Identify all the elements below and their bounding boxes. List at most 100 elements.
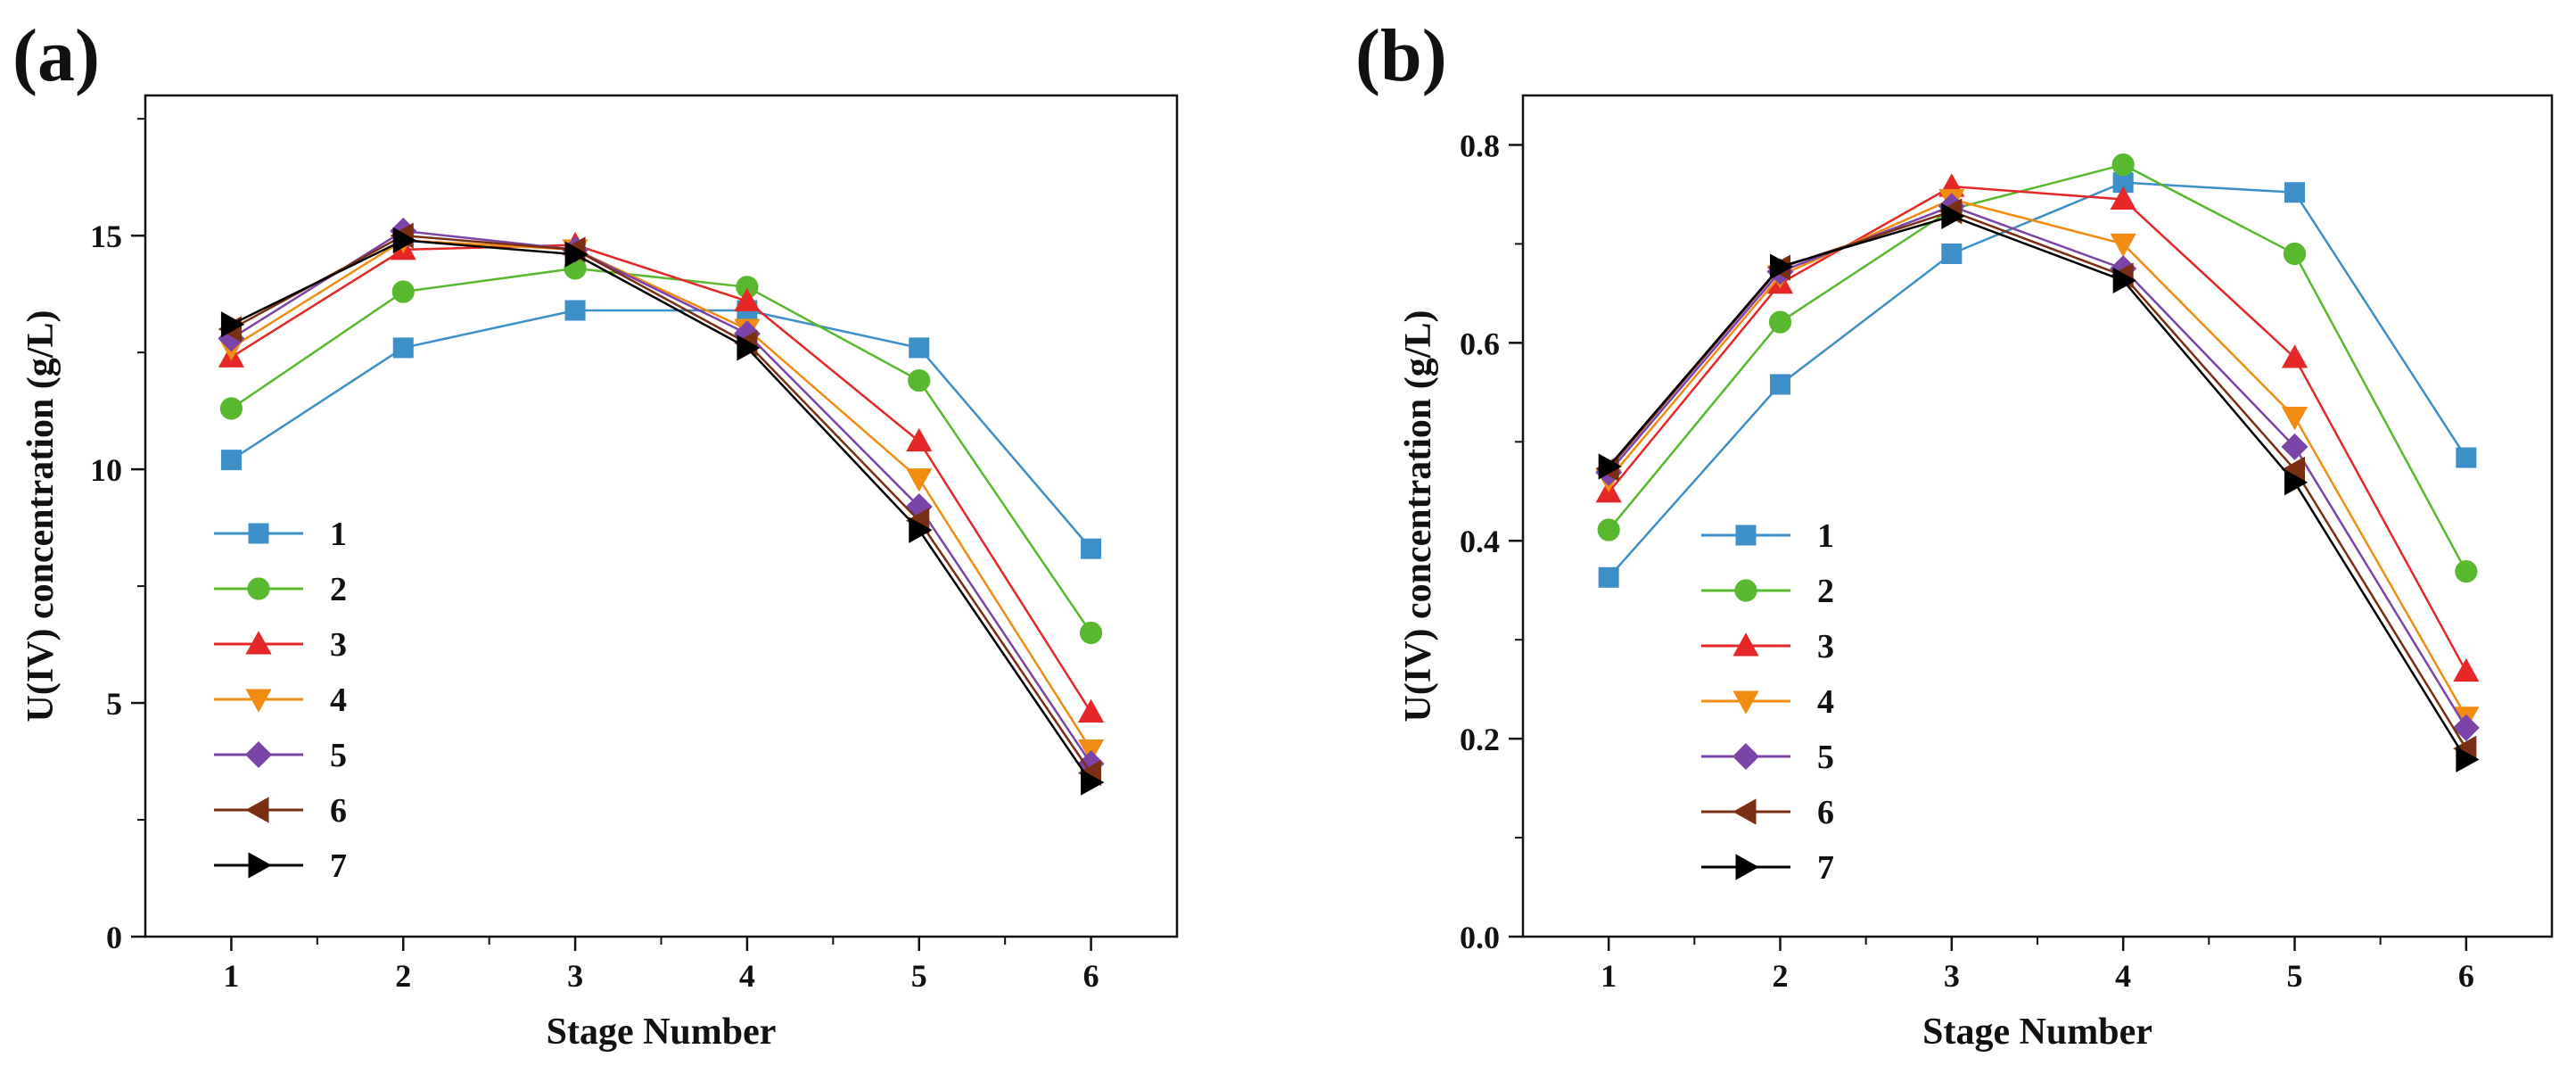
series-line-4 bbox=[230, 239, 1092, 751]
data-point-7 bbox=[220, 311, 245, 338]
series-3 bbox=[1595, 173, 2480, 682]
data-point-1 bbox=[2456, 447, 2477, 468]
data-point-1 bbox=[220, 450, 242, 471]
data-point-3 bbox=[1077, 698, 1105, 723]
legend-label-4: 4 bbox=[1817, 683, 1834, 721]
x-tick-label: 6 bbox=[1083, 958, 1099, 994]
x-axis-title: Stage Number bbox=[1922, 1012, 2152, 1053]
legend-label-5: 5 bbox=[1817, 739, 1834, 776]
legend-label-7: 7 bbox=[1817, 849, 1834, 887]
data-point-2 bbox=[908, 368, 931, 392]
y-tick-label: 0.0 bbox=[1460, 920, 1500, 955]
legend-label-7: 7 bbox=[330, 847, 347, 885]
data-point-1 bbox=[1770, 374, 1790, 395]
series-line-6 bbox=[1608, 210, 2467, 749]
legend-marker-4 bbox=[245, 689, 272, 713]
legend-marker-7 bbox=[1735, 854, 1759, 880]
data-point-5 bbox=[2452, 714, 2480, 741]
y-tick-label: 0 bbox=[106, 920, 122, 955]
series-7 bbox=[1598, 202, 2480, 773]
legend-marker-1 bbox=[1735, 525, 1757, 546]
x-tick-label: 4 bbox=[2115, 958, 2131, 994]
legend-label-3: 3 bbox=[330, 626, 347, 664]
y-axis-title: U(IV) concentration (g/L) bbox=[1398, 310, 1439, 723]
series-line-1 bbox=[230, 309, 1092, 549]
series-line-7 bbox=[230, 239, 1092, 783]
legend-marker-7 bbox=[248, 852, 272, 879]
data-point-7 bbox=[564, 241, 588, 268]
data-point-2 bbox=[219, 397, 243, 420]
legend-marker-6 bbox=[245, 797, 269, 823]
legend-marker-5 bbox=[1732, 742, 1760, 771]
legend-label-2: 2 bbox=[330, 571, 347, 608]
series-5 bbox=[1595, 193, 2480, 741]
x-tick-label: 5 bbox=[2287, 958, 2303, 994]
legend-marker-3 bbox=[245, 631, 272, 655]
y-tick-label: 10 bbox=[90, 452, 122, 488]
data-point-2 bbox=[1597, 518, 1620, 541]
data-point-2 bbox=[2455, 560, 2478, 583]
x-tick-label: 3 bbox=[567, 958, 583, 994]
data-point-7 bbox=[1941, 202, 1965, 229]
y-tick-label: 15 bbox=[90, 219, 122, 254]
legend-marker-1 bbox=[248, 523, 269, 544]
legend-label-6: 6 bbox=[330, 792, 347, 830]
legend-label-3: 3 bbox=[1817, 628, 1834, 665]
legend-label-1: 1 bbox=[1817, 517, 1834, 555]
x-axis-title: Stage Number bbox=[547, 1012, 777, 1053]
data-point-3 bbox=[2453, 657, 2480, 682]
y-tick-label: 0.8 bbox=[1460, 128, 1500, 163]
data-point-4 bbox=[2281, 407, 2309, 431]
x-tick-label: 4 bbox=[739, 958, 755, 994]
legend-label-1: 1 bbox=[330, 516, 347, 553]
series-line-6 bbox=[230, 234, 1092, 774]
x-tick-label: 1 bbox=[1601, 958, 1617, 994]
data-point-7 bbox=[2112, 267, 2136, 294]
x-tick-label: 3 bbox=[1944, 958, 1960, 994]
data-point-1 bbox=[1598, 566, 1619, 588]
series-line-5 bbox=[230, 229, 1092, 764]
data-point-1 bbox=[1941, 244, 1963, 265]
data-point-1 bbox=[1081, 538, 1102, 559]
data-point-7 bbox=[737, 335, 761, 361]
series-line-5 bbox=[1608, 204, 2467, 729]
chart-panel-b: (b) 1 2 3 4 5 6 0.0 0.2 0.4 0.6 0.8 Stage Number U(IV… bbox=[1355, 14, 2554, 1053]
y-tick-label: 0.4 bbox=[1460, 524, 1500, 559]
data-point-7 bbox=[392, 227, 417, 254]
legend: 1 2 3 4 5 6 7 bbox=[1701, 517, 1834, 887]
legend-label-5: 5 bbox=[330, 737, 347, 774]
series-2 bbox=[219, 257, 1103, 645]
data-point-7 bbox=[2284, 469, 2309, 496]
data-point-7 bbox=[909, 516, 933, 543]
x-tick-label: 2 bbox=[1773, 958, 1789, 994]
series-1 bbox=[1598, 172, 2477, 588]
data-point-1 bbox=[2284, 182, 2305, 203]
data-point-2 bbox=[391, 280, 415, 303]
series-line-2 bbox=[1608, 163, 2467, 573]
x-tick-label: 2 bbox=[395, 958, 411, 994]
data-point-3 bbox=[2110, 186, 2136, 210]
y-tick-label: 0.2 bbox=[1460, 722, 1500, 757]
series-line-7 bbox=[1608, 215, 2467, 761]
legend-marker-6 bbox=[1732, 798, 1757, 825]
data-point-1 bbox=[909, 337, 930, 359]
legend-marker-4 bbox=[1732, 690, 1759, 715]
legend-label-2: 2 bbox=[1817, 573, 1834, 610]
data-point-2 bbox=[1079, 621, 1103, 645]
data-point-2 bbox=[1768, 310, 1792, 334]
series-6 bbox=[1595, 198, 2477, 762]
series-line-3 bbox=[1608, 185, 2467, 673]
y-tick-label: 5 bbox=[106, 686, 122, 722]
data-point-4 bbox=[2110, 233, 2136, 258]
series-line-4 bbox=[1608, 198, 2467, 718]
data-point-3 bbox=[906, 427, 933, 452]
legend-label-4: 4 bbox=[330, 682, 347, 719]
series-3 bbox=[218, 231, 1105, 723]
panel-label: (a) bbox=[12, 14, 100, 97]
data-point-3 bbox=[2281, 344, 2309, 368]
series-6 bbox=[218, 222, 1102, 787]
y-axis-title: U(IV) concentration (g/L) bbox=[21, 310, 62, 723]
data-point-2 bbox=[2283, 242, 2307, 266]
legend-marker-3 bbox=[1732, 632, 1759, 657]
x-tick-label: 6 bbox=[2458, 958, 2474, 994]
